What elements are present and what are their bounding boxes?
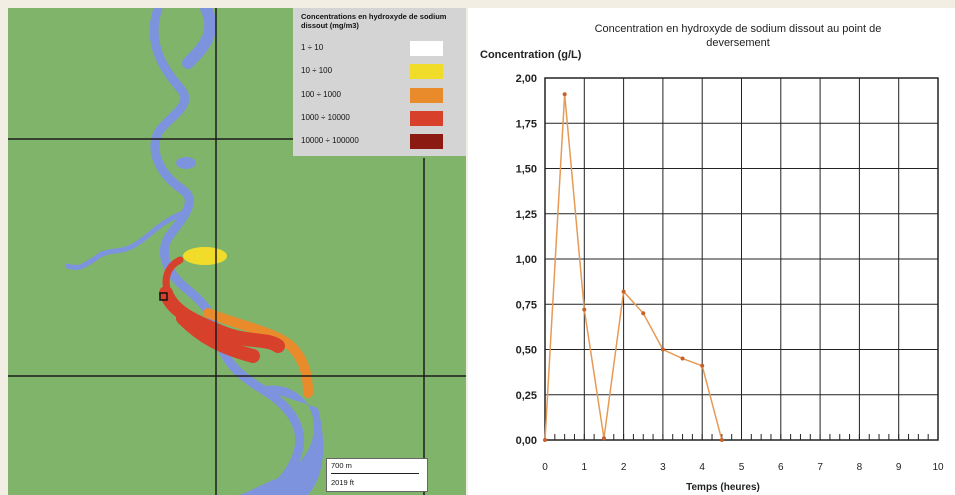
scale-bar-line: [331, 473, 419, 474]
legend-title: Concentrations en hydroxyde de sodium di…: [301, 12, 447, 30]
series-line: [544, 94, 723, 441]
plot-frame: [544, 77, 939, 441]
scale-bar: 700 m 2019 ft: [326, 458, 428, 492]
y-tick-label: 2,00: [516, 73, 537, 85]
legend-swatch: [410, 134, 443, 149]
river-channel-upper: [182, 8, 217, 69]
legend-item-label: 10 ÷ 100: [301, 66, 333, 75]
river-tributary: [65, 210, 186, 271]
legend-item-label: 1 ÷ 10: [301, 43, 324, 52]
data-point: [562, 92, 567, 97]
legend-swatch: [410, 111, 443, 126]
scale-bar-top-label: 700 m: [331, 461, 352, 470]
plume-orange: [203, 308, 313, 398]
x-tick-label: 7: [817, 462, 823, 473]
y-tick-label: 1,25: [516, 209, 537, 221]
x-tick-label: 5: [739, 462, 745, 473]
legend-swatch: [410, 88, 443, 103]
discharge-point-marker: [159, 292, 168, 301]
plume-red-arm: [162, 256, 184, 297]
concentration-legend: Concentrations en hydroxyde de sodium di…: [293, 8, 466, 156]
y-tick-label: 0,50: [516, 345, 537, 357]
data-point: [719, 438, 724, 442]
x-tick-label: 6: [778, 462, 784, 473]
legend-item-label: 10000 ÷ 100000: [301, 136, 359, 145]
scale-bar-bottom-label: 2019 ft: [331, 478, 354, 487]
x-tick-label: 2: [621, 462, 627, 473]
plume-red: [159, 286, 285, 363]
y-tick-label: 1,00: [516, 254, 537, 266]
data-point: [680, 356, 685, 361]
data-point: [641, 311, 646, 316]
legend-item-label: 1000 ÷ 10000: [301, 113, 350, 122]
legend-item: 10000 ÷ 100000: [301, 134, 461, 150]
x-tick-label: 9: [896, 462, 902, 473]
chart-panel: Concentration en hydroxyde de sodium dis…: [468, 8, 955, 495]
data-point: [660, 347, 665, 352]
data-point: [582, 307, 587, 312]
x-tick-label: 0: [542, 462, 548, 473]
y-tick-label: 1,75: [516, 118, 537, 130]
river-channel: [149, 8, 305, 495]
data-point: [543, 438, 547, 442]
x-tick-label: 3: [660, 462, 666, 473]
legend-item: 10 ÷ 100: [301, 64, 461, 80]
data-point: [601, 436, 606, 441]
y-axis-label: Concentration (g/L): [480, 49, 582, 61]
x-tick-label: 4: [699, 462, 705, 473]
line-chart: 0,00 0,25 0,50 0,75 1,00 1,25 1,50 1,75 2,00 0 1 2 3…: [516, 73, 944, 473]
legend-item-label: 100 ÷ 1000: [301, 90, 341, 99]
x-tick-label: 1: [582, 462, 588, 473]
river-widening: [238, 385, 324, 495]
legend-item: 1000 ÷ 10000: [301, 111, 461, 127]
map-panel: Concentrations en hydroxyde de sodium di…: [8, 8, 466, 495]
plume-yellow: [183, 247, 227, 265]
y-tick-label: 1,50: [516, 164, 537, 176]
legend-swatch: [410, 41, 443, 56]
y-tick-label: 0,00: [516, 435, 537, 447]
y-tick-label: 0,75: [516, 299, 537, 311]
data-point: [621, 289, 626, 294]
river-pool: [176, 157, 196, 169]
y-tick-label: 0,25: [516, 390, 537, 402]
legend-item: 1 ÷ 10: [301, 41, 461, 57]
x-axis-label: Temps (heures): [686, 482, 760, 493]
legend-item: 100 ÷ 1000: [301, 88, 461, 104]
x-tick-label: 8: [857, 462, 863, 473]
chart-title: Concentration en hydroxyde de sodium dis…: [594, 23, 882, 49]
data-point: [700, 363, 705, 368]
x-tick-label: 10: [932, 462, 944, 473]
legend-swatch: [410, 64, 443, 79]
